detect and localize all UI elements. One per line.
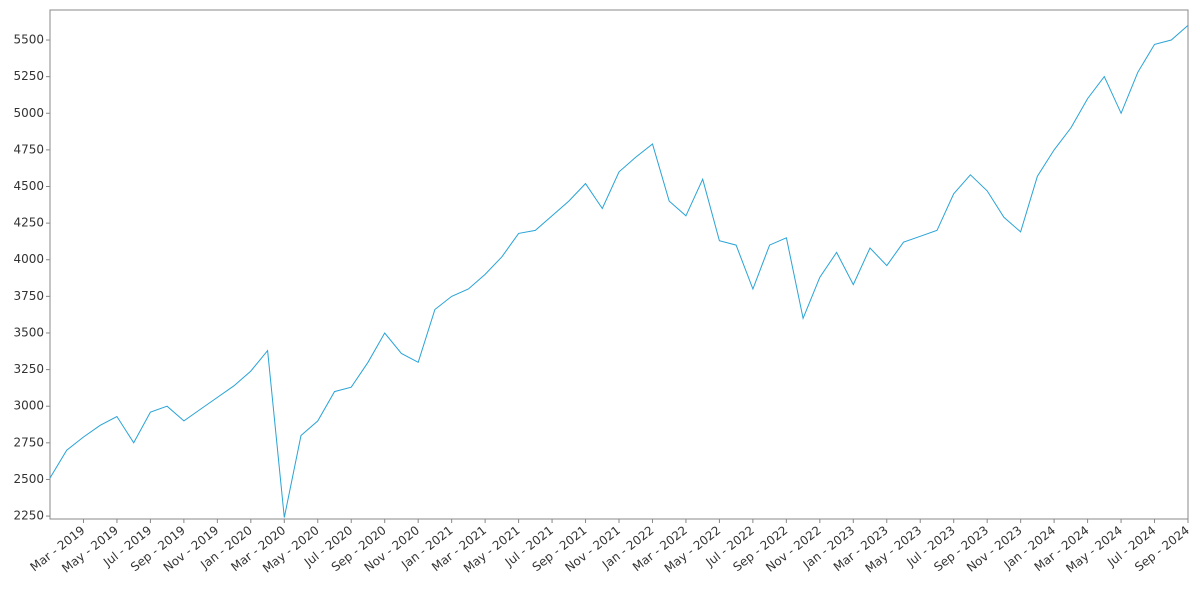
- y-tick-label: 5500: [13, 33, 44, 47]
- y-tick-label: 3750: [13, 289, 44, 303]
- y-tick-label: 4000: [13, 252, 44, 266]
- y-tick-label: 3500: [13, 325, 44, 339]
- y-tick-label: 4500: [13, 179, 44, 193]
- line-series: [49, 25, 1189, 518]
- y-tick-label: 5000: [13, 106, 44, 120]
- y-tick-label: 4250: [13, 216, 44, 230]
- y-tick-label: 4750: [13, 142, 44, 156]
- y-tick-label: 3250: [13, 362, 44, 376]
- y-tick-label: 5250: [13, 69, 44, 83]
- plot-frame: [49, 9, 1189, 520]
- y-tick-label: 2250: [13, 509, 44, 523]
- y-tick-label: 3000: [13, 399, 44, 413]
- y-tick-label: 2750: [13, 435, 44, 449]
- y-tick-label: 2500: [13, 472, 44, 486]
